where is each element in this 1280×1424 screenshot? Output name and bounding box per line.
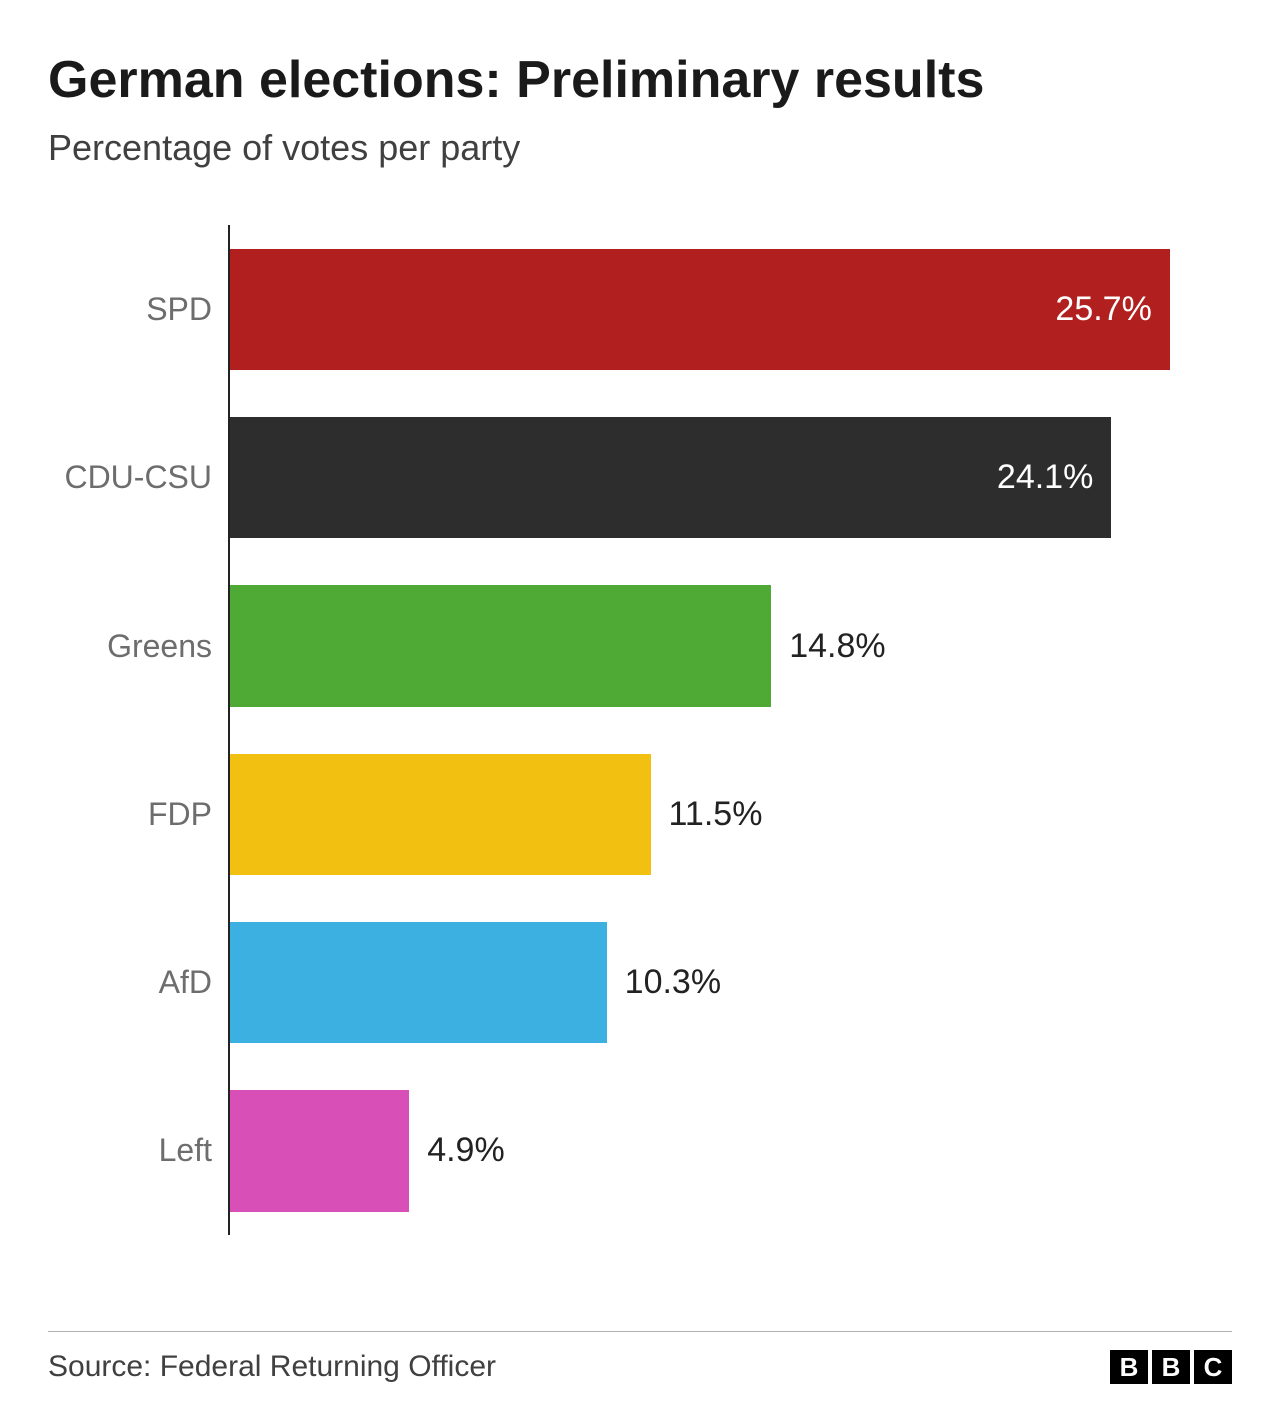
bar bbox=[230, 585, 771, 706]
party-label: AfD bbox=[48, 964, 228, 1001]
bar bbox=[230, 1090, 409, 1211]
bar bbox=[230, 754, 651, 875]
party-label: SPD bbox=[48, 291, 228, 328]
bar-value: 24.1% bbox=[997, 458, 1093, 497]
party-label: CDU-CSU bbox=[48, 459, 228, 496]
bbc-logo-letter: C bbox=[1194, 1350, 1232, 1384]
bar-value: 25.7% bbox=[1055, 290, 1151, 329]
bbc-logo-letter: B bbox=[1110, 1350, 1148, 1384]
bar-value: 11.5% bbox=[669, 795, 763, 834]
chart-footer: Source: Federal Returning Officer BBC bbox=[48, 1331, 1232, 1384]
party-label: Left bbox=[48, 1132, 228, 1169]
bar-value: 4.9% bbox=[427, 1131, 505, 1170]
source-text: Source: Federal Returning Officer bbox=[48, 1350, 496, 1384]
chart-title: German elections: Preliminary results bbox=[48, 52, 1232, 109]
bar-value: 14.8% bbox=[789, 627, 885, 666]
party-label: Greens bbox=[48, 628, 228, 665]
y-axis-labels: SPD CDU-CSU Greens FDP AfD Left bbox=[48, 225, 228, 1235]
footer-divider bbox=[48, 1331, 1232, 1332]
party-label: FDP bbox=[48, 796, 228, 833]
chart-subtitle: Percentage of votes per party bbox=[48, 127, 1232, 169]
bar: 25.7% bbox=[230, 249, 1170, 370]
bar bbox=[230, 922, 607, 1043]
bars-container: 25.7% 24.1% 14.8% 11.5% 10.3% 4.9% bbox=[228, 225, 1232, 1235]
bar-value: 10.3% bbox=[625, 963, 721, 1002]
bar: 24.1% bbox=[230, 417, 1111, 538]
bbc-logo-letter: B bbox=[1152, 1350, 1190, 1384]
bbc-logo: BBC bbox=[1110, 1350, 1232, 1384]
chart-area: SPD CDU-CSU Greens FDP AfD Left 25.7% 24.1% 14.… bbox=[48, 225, 1232, 1235]
